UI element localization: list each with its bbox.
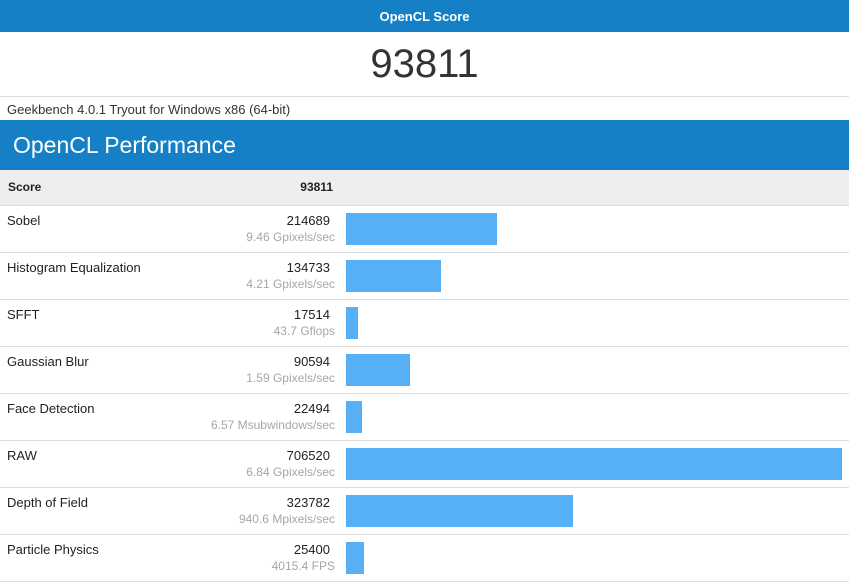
benchmark-name: RAW: [7, 448, 37, 463]
table-row: RAW 706520 6.84 Gpixels/sec: [0, 441, 849, 488]
score-bar: [346, 542, 364, 574]
benchmark-table: Sobel 214689 9.46 Gpixels/sec Histogram …: [0, 206, 849, 582]
benchmark-name: Face Detection: [7, 401, 95, 416]
benchmark-score: 134733: [286, 260, 330, 275]
benchmark-name: Histogram Equalization: [7, 260, 141, 275]
benchmark-name: Gaussian Blur: [7, 354, 89, 369]
benchmark-name: Depth of Field: [7, 495, 88, 510]
benchmark-rate: 43.7 Gflops: [273, 324, 335, 338]
benchmark-rate: 6.84 Gpixels/sec: [246, 465, 335, 479]
section-title: OpenCL Performance: [13, 131, 236, 158]
score-label: Score: [8, 180, 42, 194]
benchmark-rate: 6.57 Msubwindows/sec: [210, 418, 335, 432]
table-row: Histogram Equalization 134733 4.21 Gpixe…: [0, 253, 849, 300]
benchmark-score: 17514: [293, 307, 330, 322]
total-score: 93811: [0, 32, 849, 97]
score-bar: [346, 213, 497, 245]
score-bar: [346, 354, 410, 386]
score-bar: [346, 307, 358, 339]
benchmark-rate: 940.6 Mpixels/sec: [238, 512, 335, 526]
score-summary-row: Score 93811: [0, 170, 849, 206]
score-value: 93811: [300, 180, 333, 194]
table-row: SFFT 17514 43.7 Gflops: [0, 300, 849, 347]
score-bar: [346, 401, 362, 433]
table-row: Gaussian Blur 90594 1.59 Gpixels/sec: [0, 347, 849, 394]
benchmark-score: 25400: [293, 542, 330, 557]
opencl-score-header: OpenCL Score: [0, 0, 849, 32]
benchmark-score: 706520: [286, 448, 330, 463]
table-row: Face Detection 22494 6.57 Msubwindows/se…: [0, 394, 849, 441]
benchmark-rate: 1.59 Gpixels/sec: [246, 371, 335, 385]
version-info: Geekbench 4.0.1 Tryout for Windows x86 (…: [7, 102, 291, 117]
benchmark-name: Sobel: [7, 213, 41, 228]
benchmark-name: SFFT: [7, 307, 40, 322]
benchmark-score: 323782: [286, 495, 330, 510]
section-header: OpenCL Performance: [0, 120, 849, 170]
benchmark-rate: 4.21 Gpixels/sec: [246, 277, 335, 291]
table-row: Depth of Field 323782 940.6 Mpixels/sec: [0, 488, 849, 535]
opencl-score-title: OpenCL Score: [379, 8, 470, 24]
table-row: Particle Physics 25400 4015.4 FPS: [0, 535, 849, 582]
benchmark-name: Particle Physics: [7, 542, 99, 557]
benchmark-rate: 9.46 Gpixels/sec: [246, 230, 335, 244]
benchmark-score: 22494: [293, 401, 330, 416]
score-bar: [346, 448, 842, 480]
score-bar: [346, 260, 441, 292]
score-bar: [346, 495, 573, 527]
table-row: Sobel 214689 9.46 Gpixels/sec: [0, 206, 849, 253]
benchmark-rate: 4015.4 FPS: [271, 559, 335, 573]
benchmark-score: 214689: [286, 213, 330, 228]
benchmark-score: 90594: [293, 354, 330, 369]
